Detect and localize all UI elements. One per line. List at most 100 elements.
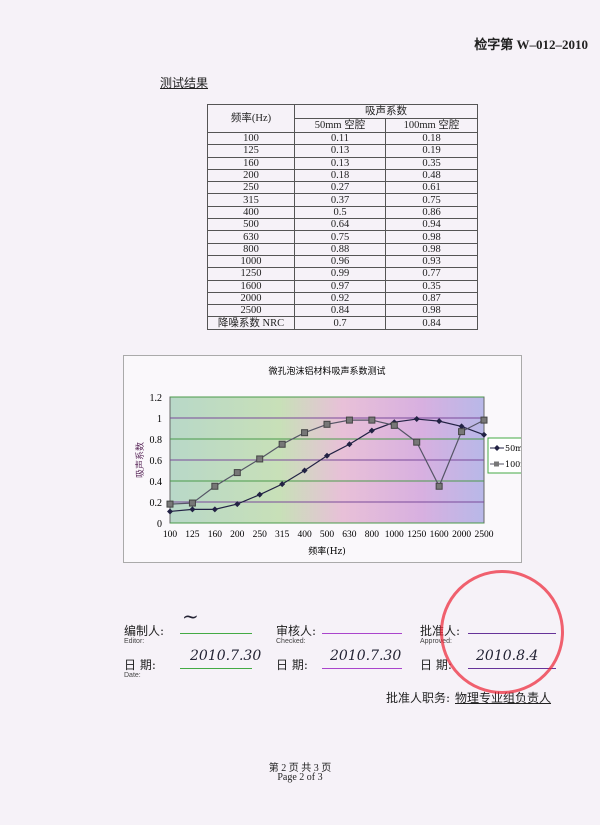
y-tick-label: 0.4 — [150, 477, 163, 488]
editor-signature: ~ — [182, 604, 199, 628]
x-tick-label: 500 — [320, 530, 335, 540]
x-tick-label: 160 — [208, 530, 223, 540]
cell-50mm: 0.97 — [294, 279, 386, 293]
cell-frequency: 200 — [207, 168, 295, 183]
x-tick-label: 100 — [163, 530, 178, 540]
editor-label: 编制人: — [124, 624, 165, 638]
checked-label: 审核人: — [276, 624, 317, 638]
cell-50mm: 0.84 — [294, 304, 386, 318]
cell-frequency: 1000 — [207, 254, 295, 269]
x-tick-label: 125 — [185, 530, 200, 540]
x-tick-label: 315 — [275, 530, 290, 540]
data-point — [346, 441, 353, 448]
table-row: 1600 0.97 0.35 — [207, 279, 478, 293]
cell-frequency: 250 — [207, 181, 295, 195]
results-table: 频率(Hz) 吸声系数 50mm 空腔 100mm 空腔 100 0.11 0.18… — [207, 104, 478, 330]
cell-100mm: 0.98 — [385, 230, 478, 244]
cell-50mm: 0.7 — [294, 316, 386, 330]
table-row: 160 0.13 0.35 — [207, 156, 478, 170]
chart-svg: 0 0.2 0.4 0.6 0.8 1 1.2 100 125 160 200 250 315 400 50… — [134, 365, 551, 557]
data-point — [233, 469, 241, 477]
cell-100mm: 0.87 — [385, 291, 478, 306]
cell-100mm: 0.35 — [385, 156, 478, 170]
data-point — [211, 482, 219, 490]
table-row: 125 0.13 0.19 — [207, 144, 478, 158]
cell-frequency: 125 — [207, 144, 295, 158]
data-point — [256, 455, 264, 463]
table-row: 1000 0.96 0.93 — [207, 254, 478, 269]
cell-50mm: 0.27 — [294, 181, 386, 195]
checked-date-line — [322, 668, 402, 669]
cell-100mm: 0.18 — [385, 131, 478, 146]
table-row: 1250 0.99 0.77 — [207, 267, 478, 281]
x-tick-label: 630 — [342, 530, 357, 540]
editor-date: 2010.7.30 — [190, 648, 262, 664]
data-point — [211, 506, 218, 513]
data-point — [435, 482, 443, 490]
editor-date-label: 日 期: — [124, 658, 156, 672]
cell-frequency: 1250 — [207, 267, 295, 281]
data-point — [324, 452, 330, 459]
cell-frequency: 2500 — [207, 304, 295, 318]
cell-frequency: 400 — [207, 205, 295, 220]
data-point — [480, 416, 488, 424]
y-tick-label: 0 — [157, 519, 162, 530]
cell-100mm: 0.93 — [385, 254, 478, 269]
data-point — [458, 428, 466, 436]
data-point — [481, 431, 487, 438]
x-tick-label: 1600 — [430, 530, 449, 540]
data-point — [323, 420, 331, 428]
cell-50mm: 0.5 — [294, 205, 386, 220]
approved-date-label: 日 期: — [420, 658, 452, 672]
table-row: 800 0.88 0.98 — [207, 242, 478, 256]
cell-frequency: 500 — [207, 218, 295, 232]
official-stamp — [440, 570, 564, 694]
editor-date-line — [180, 668, 252, 669]
document-number: 检字第 W–012–2010 — [474, 37, 588, 52]
header-frequency: 频率(Hz) — [207, 104, 295, 133]
approver-title-label: 批准人职务: — [386, 691, 451, 705]
cell-100mm: 0.98 — [385, 304, 478, 318]
y-tick-label: 0.6 — [150, 456, 163, 467]
header-50mm: 50mm 空腔 — [294, 118, 386, 133]
x-tick-label: 1250 — [407, 530, 426, 540]
data-point — [368, 427, 375, 434]
data-point — [413, 438, 421, 446]
cell-frequency: 1600 — [207, 279, 295, 293]
data-point — [345, 416, 353, 424]
cell-100mm: 0.94 — [385, 218, 478, 232]
cell-100mm: 0.98 — [385, 242, 478, 256]
data-point — [278, 440, 286, 448]
cell-frequency: 800 — [207, 242, 295, 256]
table-row: 200 0.18 0.48 — [207, 168, 478, 183]
data-point — [188, 499, 196, 507]
checked-en: Checked: — [276, 638, 306, 645]
data-point — [301, 467, 308, 474]
cell-frequency: 315 — [207, 193, 295, 207]
x-tick-label: 2000 — [452, 530, 471, 540]
cell-50mm: 0.75 — [294, 230, 386, 244]
cell-100mm: 0.75 — [385, 193, 478, 207]
cell-50mm: 0.18 — [294, 168, 386, 183]
editor-line — [180, 633, 252, 634]
chart-title: 微孔泡沫铝材料吸声系数测试 — [268, 365, 385, 377]
y-axis-label: 吸声系数 — [134, 442, 146, 478]
cell-50mm: 0.92 — [294, 291, 386, 306]
data-point — [234, 501, 241, 508]
cell-frequency: 2000 — [207, 291, 295, 306]
checked-line — [322, 633, 402, 634]
cell-50mm: 0.64 — [294, 218, 386, 232]
table-row: 400 0.5 0.86 — [207, 205, 478, 220]
y-tick-label: 0.2 — [150, 498, 163, 509]
data-point — [189, 506, 196, 513]
legend-marker — [494, 461, 499, 467]
date-en: Date: — [124, 672, 141, 679]
cell-50mm: 0.13 — [294, 156, 386, 170]
cell-50mm: 0.37 — [294, 193, 386, 207]
y-tick-label: 1.2 — [150, 393, 163, 404]
header-100mm: 100mm 空腔 — [385, 118, 478, 133]
approver-title: 物理专业组负责人 — [455, 691, 552, 705]
checked-date: 2010.7.30 — [330, 648, 402, 664]
y-tick-label: 0.8 — [150, 435, 163, 446]
data-point — [368, 416, 376, 424]
